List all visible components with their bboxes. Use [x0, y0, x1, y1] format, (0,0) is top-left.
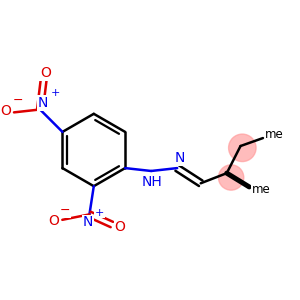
Text: O: O	[40, 66, 51, 80]
Text: +: +	[95, 208, 104, 218]
Text: me: me	[251, 183, 270, 196]
Text: +: +	[50, 88, 60, 98]
Text: O: O	[48, 214, 59, 227]
Text: N: N	[175, 151, 185, 165]
Text: NH: NH	[142, 175, 162, 189]
Text: −: −	[60, 204, 70, 217]
Text: me: me	[265, 128, 284, 141]
Circle shape	[218, 165, 244, 190]
Text: O: O	[114, 220, 125, 234]
Text: O: O	[1, 103, 11, 118]
Circle shape	[229, 134, 256, 162]
Text: N: N	[82, 215, 93, 230]
Text: −: −	[13, 94, 24, 107]
Text: N: N	[38, 96, 48, 110]
